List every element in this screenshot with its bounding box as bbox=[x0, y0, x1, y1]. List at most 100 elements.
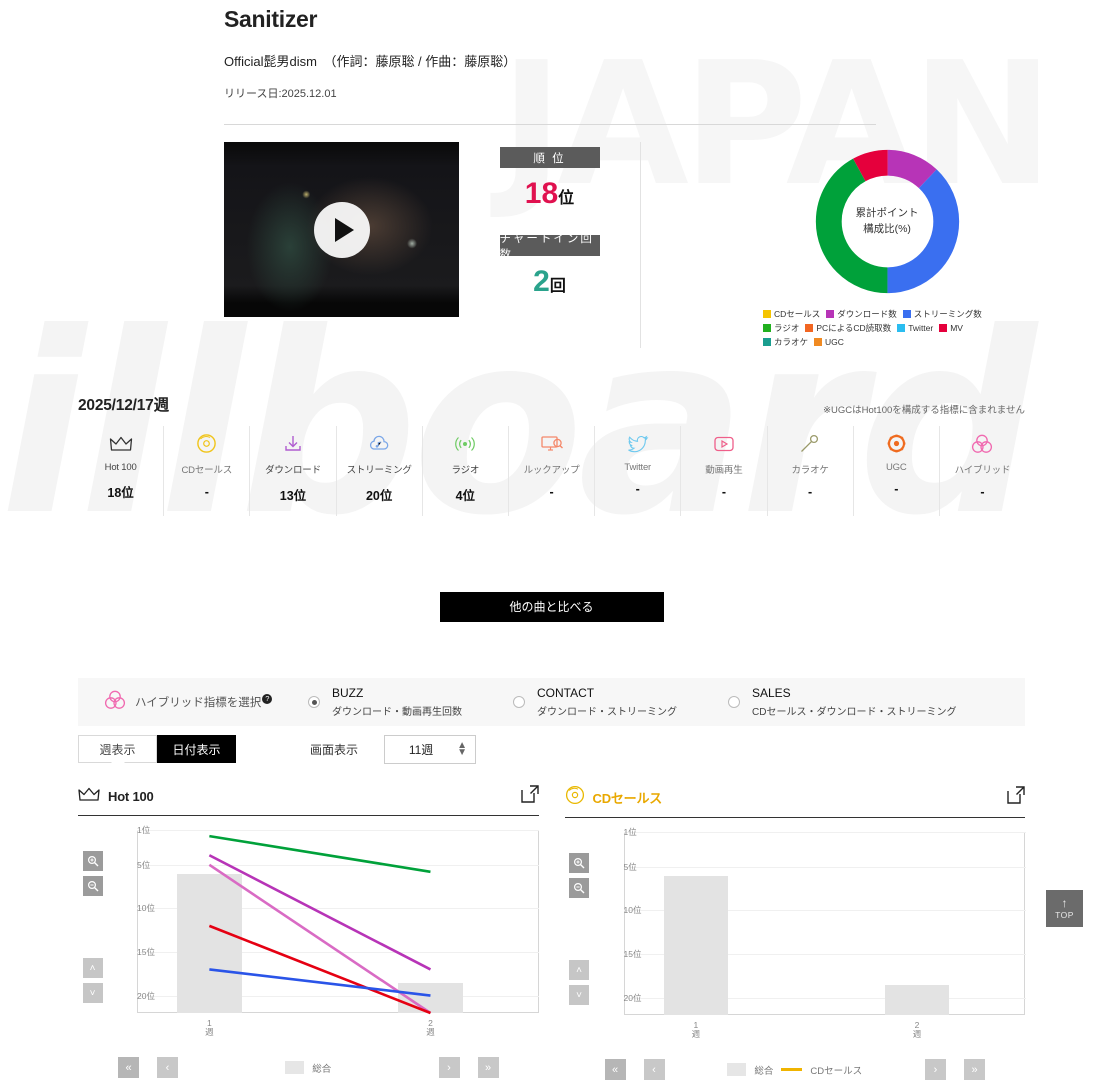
metric-label: ダウンロード bbox=[265, 465, 321, 476]
metric-label: カラオケ bbox=[791, 465, 829, 476]
donut-legend-label: カラオケ bbox=[774, 337, 809, 347]
metric-value: - bbox=[894, 482, 899, 496]
panel-hot100: Hot 100 bbox=[78, 785, 539, 1080]
scroll-up-icon-hot100[interactable]: ˄ bbox=[82, 958, 103, 978]
page-title: Sanitizer bbox=[224, 6, 318, 32]
metric-label: Hot 100 bbox=[104, 462, 137, 473]
tab-week-display[interactable]: 週表示 bbox=[78, 735, 157, 763]
series-lines bbox=[594, 832, 1026, 1037]
ugc-gear-icon bbox=[854, 432, 939, 455]
hybrid-option-contact-title: CONTACT bbox=[537, 686, 595, 700]
chart-side-controls-hot100: ˄ ˅ bbox=[78, 830, 107, 1035]
metric-ugc-gear[interactable]: UGC - bbox=[854, 426, 940, 516]
scroll-down-icon-hot100[interactable]: ˅ bbox=[82, 983, 103, 1003]
stepper-arrows-icon[interactable]: ▲ ▼ bbox=[457, 739, 468, 758]
pager-last-cd-sales[interactable]: » bbox=[964, 1059, 985, 1080]
metric-label: ストリーミング bbox=[346, 465, 412, 476]
gridline bbox=[623, 910, 1026, 912]
hybrid-label-group: ハイブリッド指標を選択? bbox=[78, 690, 308, 715]
metrics-row: Hot 100 18位 CDセールス - ダウンロード 13位 ストリーミング 20位 ラジオ 4… bbox=[78, 426, 1025, 516]
panel-hot100-header: Hot 100 bbox=[78, 785, 539, 816]
crown-icon bbox=[78, 787, 100, 807]
donut-legend-label: ラジオ bbox=[774, 323, 800, 333]
rank-panel: 順 位 18位 チャートイン回数 2回 bbox=[459, 142, 641, 348]
legend-swatch bbox=[902, 310, 911, 318]
radio-contact[interactable] bbox=[513, 696, 525, 708]
video-play-icon bbox=[681, 432, 766, 455]
metric-twitter-bird[interactable]: Twitter - bbox=[595, 426, 682, 516]
hybrid-option-sales[interactable]: SALES CDセールス・ダウンロード・ストリーミング bbox=[728, 686, 956, 718]
metric-video-play[interactable]: 動画再生 - bbox=[681, 426, 768, 516]
donut-legend-item: Twitter bbox=[897, 322, 933, 334]
series-MV bbox=[208, 924, 431, 1015]
expand-icon-hot100[interactable] bbox=[520, 785, 539, 808]
legend-swatch bbox=[763, 338, 771, 346]
metric-streaming-cloud[interactable]: ストリーミング 20位 bbox=[337, 426, 423, 516]
metric-label: ハイブリッド bbox=[954, 465, 1011, 476]
gridline bbox=[623, 954, 1026, 955]
metric-label: 動画再生 bbox=[705, 465, 743, 476]
chart-canvas-hot100[interactable]: 1位 5位 10位 15位 20位 1 週 2 週 bbox=[107, 825, 539, 1038]
donut-center-label: 累計ポイント 構成比(%) bbox=[810, 144, 965, 299]
compare-section: 他の曲と比べる bbox=[0, 592, 1103, 622]
rank-number: 18 bbox=[524, 177, 559, 210]
pager-first-hot100[interactable]: « bbox=[118, 1057, 139, 1078]
help-icon[interactable]: ? bbox=[262, 694, 273, 705]
legend-swatch bbox=[814, 338, 823, 346]
pager-prev-hot100[interactable]: ‹ bbox=[157, 1057, 178, 1078]
pager-next-cd-sales[interactable]: › bbox=[925, 1059, 946, 1080]
hybrid-option-buzz[interactable]: BUZZ ダウンロード・動画再生回数 bbox=[308, 686, 513, 718]
legend-swatch bbox=[897, 324, 906, 332]
metric-crown[interactable]: Hot 100 18位 bbox=[78, 426, 165, 516]
zoom-in-icon-cd-sales[interactable] bbox=[569, 853, 589, 873]
metric-hybrid-venn[interactable]: ハイブリッド - bbox=[940, 426, 1025, 516]
hybrid-option-contact[interactable]: CONTACT ダウンロード・ストリーミング bbox=[513, 686, 728, 718]
metric-karaoke-mic[interactable]: カラオケ - bbox=[768, 426, 854, 516]
screen-display-stepper[interactable]: 11週 ▲ ▼ bbox=[384, 734, 477, 764]
song-header: Sanitizer Official髭男dism （作詞：藤原聡 / 作曲：藤原… bbox=[0, 0, 1103, 125]
scroll-up-icon-cd-sales[interactable]: ˄ bbox=[569, 960, 589, 980]
cd-disc-icon bbox=[164, 432, 249, 455]
metric-value: 4位 bbox=[455, 489, 476, 503]
scroll-to-top-label: TOP bbox=[1055, 910, 1074, 920]
legend-swatch bbox=[763, 310, 771, 318]
chartin-unit: 回 bbox=[549, 278, 566, 295]
hybrid-venn-icon bbox=[104, 690, 126, 715]
zoom-in-icon-hot100[interactable] bbox=[82, 851, 103, 871]
scroll-to-top-button[interactable]: ↑ TOP bbox=[1046, 890, 1083, 927]
donut-legend-item: ストリーミング数 bbox=[902, 308, 982, 320]
cd-disc-icon bbox=[565, 785, 585, 810]
chart-canvas-cd-sales[interactable]: 1位 5位 10位 15位 20位 1 週 2 週 bbox=[594, 827, 1026, 1040]
radio-sales[interactable] bbox=[728, 696, 740, 708]
rank-chip-label: 順 位 bbox=[499, 147, 600, 168]
tab-date-display[interactable]: 日付表示 bbox=[157, 735, 236, 763]
pager-prev-cd-sales[interactable]: ‹ bbox=[643, 1059, 665, 1080]
up-arrow-icon: ↑ bbox=[1061, 896, 1068, 910]
music-video-thumbnail[interactable] bbox=[224, 142, 459, 317]
donut-legend-item: UGC bbox=[814, 336, 844, 348]
compare-songs-button[interactable]: 他の曲と比べる bbox=[439, 592, 664, 622]
metric-lookup-monitor[interactable]: ルックアップ - bbox=[509, 426, 596, 516]
weekly-metrics-section: 2025/12/17週 ※UGCはHot100を構成する指標に含まれません Ho… bbox=[0, 393, 1103, 516]
zoom-out-icon-cd-sales[interactable] bbox=[569, 878, 589, 898]
zoom-out-icon-hot100[interactable] bbox=[82, 876, 103, 896]
radio-wave-icon bbox=[423, 432, 508, 455]
donut-svg bbox=[815, 149, 959, 294]
pager-first-cd-sales[interactable]: « bbox=[604, 1059, 626, 1080]
legend-swatch bbox=[826, 310, 835, 318]
pager-next-hot100[interactable]: › bbox=[438, 1057, 460, 1078]
total-bar bbox=[663, 875, 728, 1015]
screen-display-label: 画面表示 bbox=[310, 742, 359, 757]
hybrid-option-buzz-sub: ダウンロード・動画再生回数 bbox=[332, 707, 462, 718]
scroll-down-icon-cd-sales[interactable]: ˅ bbox=[569, 985, 589, 1005]
radio-buzz[interactable] bbox=[308, 696, 320, 708]
metric-cd-disc[interactable]: CDセールス - bbox=[164, 426, 251, 516]
metric-radio-wave[interactable]: ラジオ 4位 bbox=[423, 426, 509, 516]
donut-legend-label: ダウンロード数 bbox=[837, 309, 897, 319]
expand-icon-cd-sales[interactable] bbox=[1007, 786, 1025, 809]
play-icon[interactable] bbox=[313, 201, 370, 258]
pager-last-hot100[interactable]: » bbox=[477, 1057, 499, 1078]
metric-download[interactable]: ダウンロード 13位 bbox=[250, 426, 337, 516]
